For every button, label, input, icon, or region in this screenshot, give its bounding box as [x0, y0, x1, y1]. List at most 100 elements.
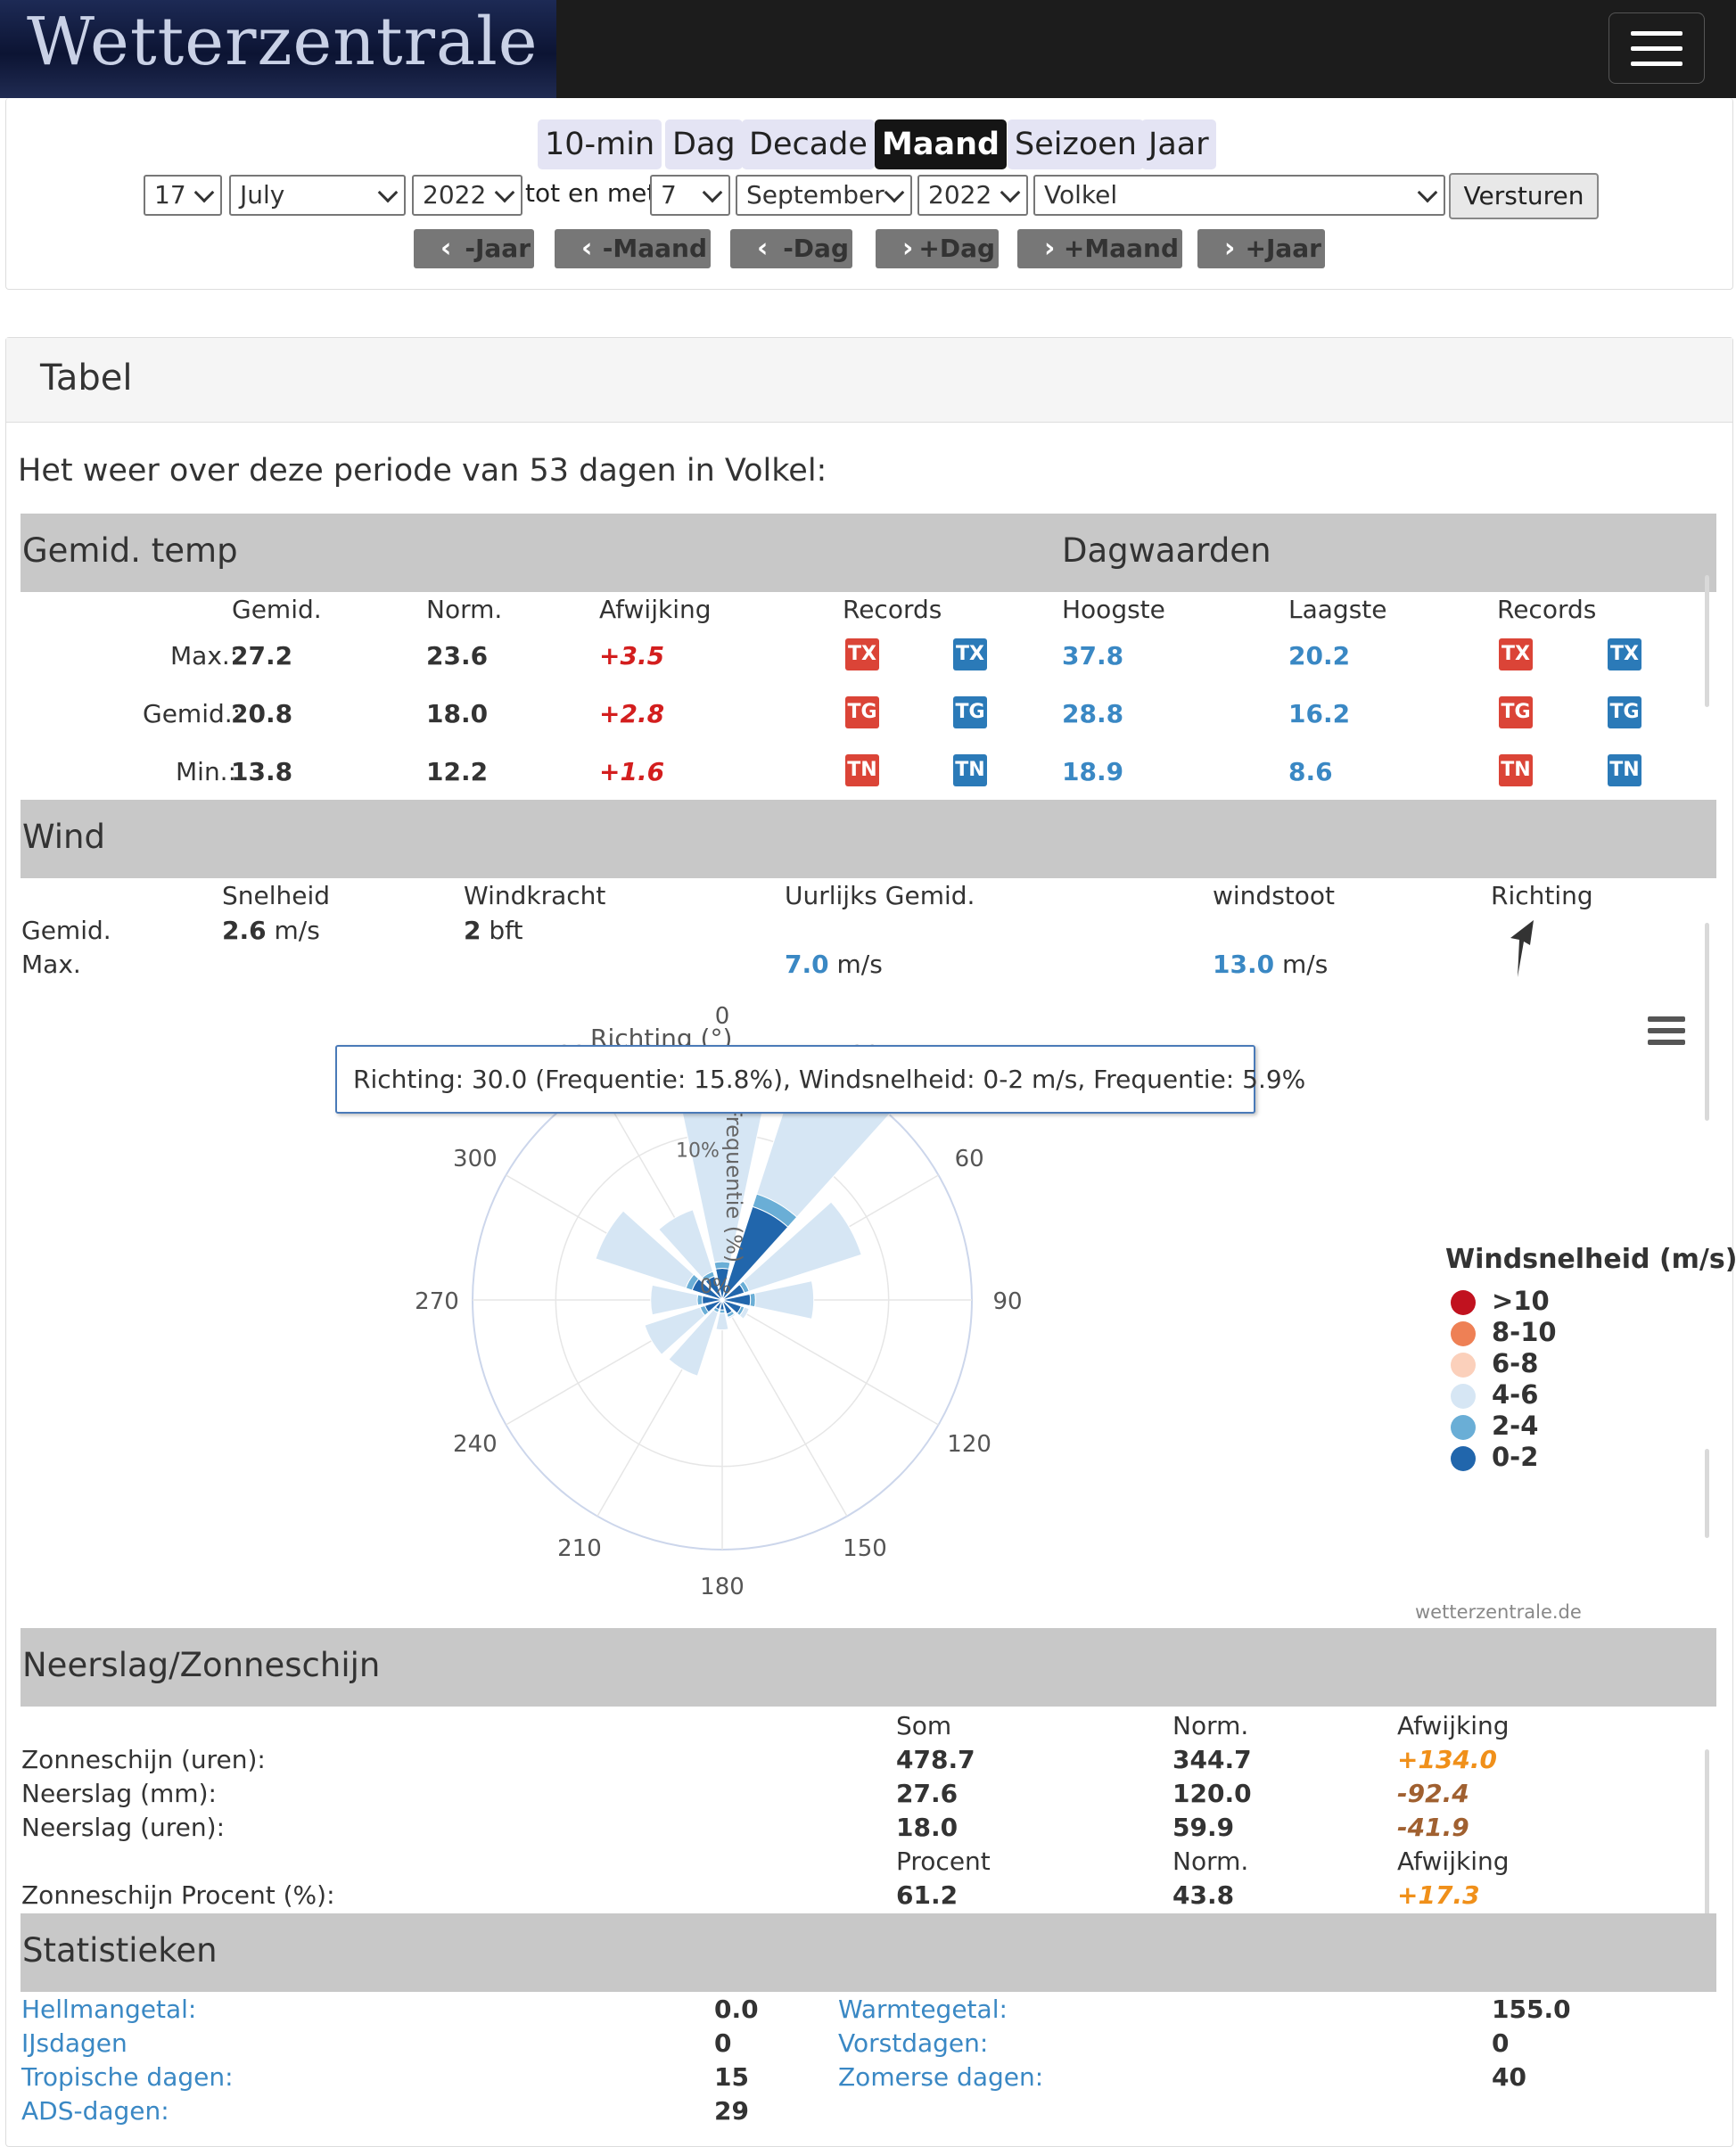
rose-sector-180-4-6[interactable]: [715, 1312, 729, 1331]
prev-month-label: -Maand: [602, 234, 707, 263]
neerslag-header-procent: Procent: [896, 1847, 991, 1876]
wind-gust-cell: 13.0 m/s: [1213, 950, 1328, 979]
record-tx-warm-badge[interactable]: TX: [845, 638, 879, 670]
rose-angle-label: 90: [992, 1288, 1022, 1315]
legend-dot: [1451, 1353, 1476, 1378]
stat-warmtegetal-link[interactable]: Warmtegetal:: [838, 1995, 1008, 2024]
record-tn-cold-badge[interactable]: TN: [953, 754, 987, 786]
precip-hours-sum: 18.0: [896, 1813, 959, 1842]
record-tx-cold-badge[interactable]: TX: [953, 638, 987, 670]
rose-sector-240-4-6[interactable]: [644, 1306, 706, 1355]
col-header-afwijking: Afwijking: [599, 595, 712, 624]
chart-menu-icon[interactable]: [1648, 1016, 1687, 1047]
chevron-left-icon: ‹: [440, 233, 452, 264]
rose-sector-60-4-6[interactable]: [742, 1201, 862, 1292]
rose-sector-90-2-4[interactable]: [749, 1292, 756, 1308]
rose-sector-300-4-6[interactable]: [595, 1210, 695, 1289]
stat-tropische-dagen-link[interactable]: Tropische dagen:: [21, 2062, 234, 2092]
wind-header-windkracht: Windkracht: [464, 881, 606, 910]
tab-seizoen[interactable]: Seizoen: [1008, 119, 1144, 169]
stat-hellmangetal-link[interactable]: Hellmangetal:: [21, 1995, 197, 2024]
temp-max-value: 27.2: [231, 641, 293, 670]
record-tg-warm-badge[interactable]: TG: [845, 696, 879, 728]
wind-header-richting: Richting: [1491, 881, 1593, 910]
record-tn-warm-badge-2[interactable]: TN: [1499, 754, 1533, 786]
tab-10-min[interactable]: 10-min: [538, 119, 662, 169]
prev-year-button[interactable]: ‹ -Jaar: [414, 229, 534, 268]
station-select[interactable]: Volkel: [1033, 175, 1445, 216]
rose-sector-120-4-6[interactable]: [738, 1306, 750, 1320]
section-title-dagwaarden: Dagwaarden: [1062, 531, 1271, 570]
sunshine-pct-value: 61.2: [896, 1880, 959, 1910]
record-tx-cold-badge-2[interactable]: TX: [1608, 638, 1641, 670]
stat-ads-dagen-value: 29: [714, 2096, 749, 2126]
from-year-select[interactable]: 2022: [412, 175, 522, 216]
rose-sector-330-4-6[interactable]: [658, 1209, 714, 1279]
scrollbar[interactable]: [1705, 575, 1709, 707]
wind-speed-cell: 2.6 m/s: [222, 916, 320, 945]
hamburger-icon[interactable]: [1608, 12, 1705, 84]
next-day-button[interactable]: › +Dag: [876, 229, 999, 268]
stat-vorstdagen-link[interactable]: Vorstdagen:: [838, 2028, 989, 2058]
stat-ads-dagen-link[interactable]: ADS-dagen:: [21, 2096, 169, 2126]
rose-sector-210-4-6[interactable]: [668, 1309, 720, 1377]
scrollbar[interactable]: [1705, 1449, 1709, 1538]
scrollbar[interactable]: [1705, 1749, 1709, 1953]
sunshine-hours-norm: 344.7: [1172, 1745, 1252, 1774]
section-title-neerslag: Neerslag/Zonneschijn: [22, 1646, 381, 1684]
next-year-label: +Jaar: [1245, 234, 1321, 263]
precip-mm-sum: 27.6: [896, 1779, 959, 1808]
tab-jaar[interactable]: Jaar: [1141, 119, 1216, 169]
record-tn-cold-badge-2[interactable]: TN: [1608, 754, 1641, 786]
tab-maand[interactable]: Maand: [875, 119, 1008, 169]
record-tx-warm-badge-2[interactable]: TX: [1499, 638, 1533, 670]
next-year-button[interactable]: › +Jaar: [1197, 229, 1325, 268]
tab-dag[interactable]: Dag: [665, 119, 743, 169]
section-bar-neerslag: Neerslag/Zonneschijn: [21, 1628, 1716, 1707]
record-tg-cold-badge-2[interactable]: TG: [1608, 696, 1641, 728]
stat-tropische-dagen-value: 15: [714, 2062, 749, 2092]
tabel-header: Tabel: [6, 338, 1732, 423]
rose-spoke: [721, 1299, 848, 1517]
rose-angle-label: 300: [453, 1146, 498, 1172]
from-month-select[interactable]: July: [229, 175, 406, 216]
from-day-select[interactable]: 17: [144, 175, 222, 216]
legend-title: Windsnelheid (m/s): [1445, 1244, 1736, 1275]
to-year-select[interactable]: 2022: [917, 175, 1028, 216]
chart-credit[interactable]: wetterzentrale.de: [1415, 1601, 1582, 1623]
record-tn-warm-badge[interactable]: TN: [845, 754, 879, 786]
rose-sector-270-4-6[interactable]: [650, 1284, 699, 1316]
rose-sector-90-4-6[interactable]: [753, 1280, 815, 1320]
tab-decade[interactable]: Decade: [742, 119, 875, 169]
neerslag-header-afwijking: Afwijking: [1397, 1711, 1510, 1740]
scrollbar[interactable]: [1705, 923, 1709, 1121]
stat-vorstdagen-value: 0: [1492, 2028, 1510, 2058]
temp-min-label: Min.:: [176, 757, 237, 786]
site-logo[interactable]: Wetterzentrale: [0, 0, 556, 98]
wind-hourly-max-unit: m/s: [836, 950, 883, 979]
legend-label: 8-10: [1492, 1317, 1557, 1347]
next-month-button[interactable]: › +Maand: [1017, 229, 1182, 268]
precip-hours-norm: 59.9: [1172, 1813, 1235, 1842]
submit-button[interactable]: Versturen: [1449, 173, 1599, 219]
rose-angle-label: 180: [700, 1574, 745, 1600]
chevron-right-icon: ›: [1224, 233, 1236, 264]
stat-zomerse-dagen-link[interactable]: Zomerse dagen:: [838, 2062, 1044, 2092]
section-bar-temp: Gemid. temp: [21, 514, 1716, 592]
top-navbar: Wetterzentrale: [0, 0, 1736, 98]
neerslag-header-norm-2: Norm.: [1172, 1847, 1249, 1876]
record-tg-cold-badge[interactable]: TG: [953, 696, 987, 728]
rose-sector-0-2-4[interactable]: [713, 1261, 731, 1270]
rose-angle-label: 240: [453, 1431, 498, 1458]
wind-force-cell: 2 bft: [464, 916, 523, 945]
to-day-select[interactable]: 7: [650, 175, 730, 216]
to-month-select[interactable]: September: [736, 175, 912, 216]
sunshine-pct-label: Zonneschijn Procent (%):: [21, 1880, 335, 1910]
stat-warmtegetal-value: 155.0: [1492, 1995, 1571, 2024]
sunshine-hours-deviation: +134.0: [1397, 1745, 1498, 1774]
rose-sector-150-4-6[interactable]: [727, 1312, 736, 1320]
stat-ijsdagen-link[interactable]: IJsdagen: [21, 2028, 128, 2058]
record-tg-warm-badge-2[interactable]: TG: [1499, 696, 1533, 728]
prev-month-button[interactable]: ‹ -Maand: [555, 229, 711, 268]
prev-day-button[interactable]: ‹ -Dag: [730, 229, 852, 268]
